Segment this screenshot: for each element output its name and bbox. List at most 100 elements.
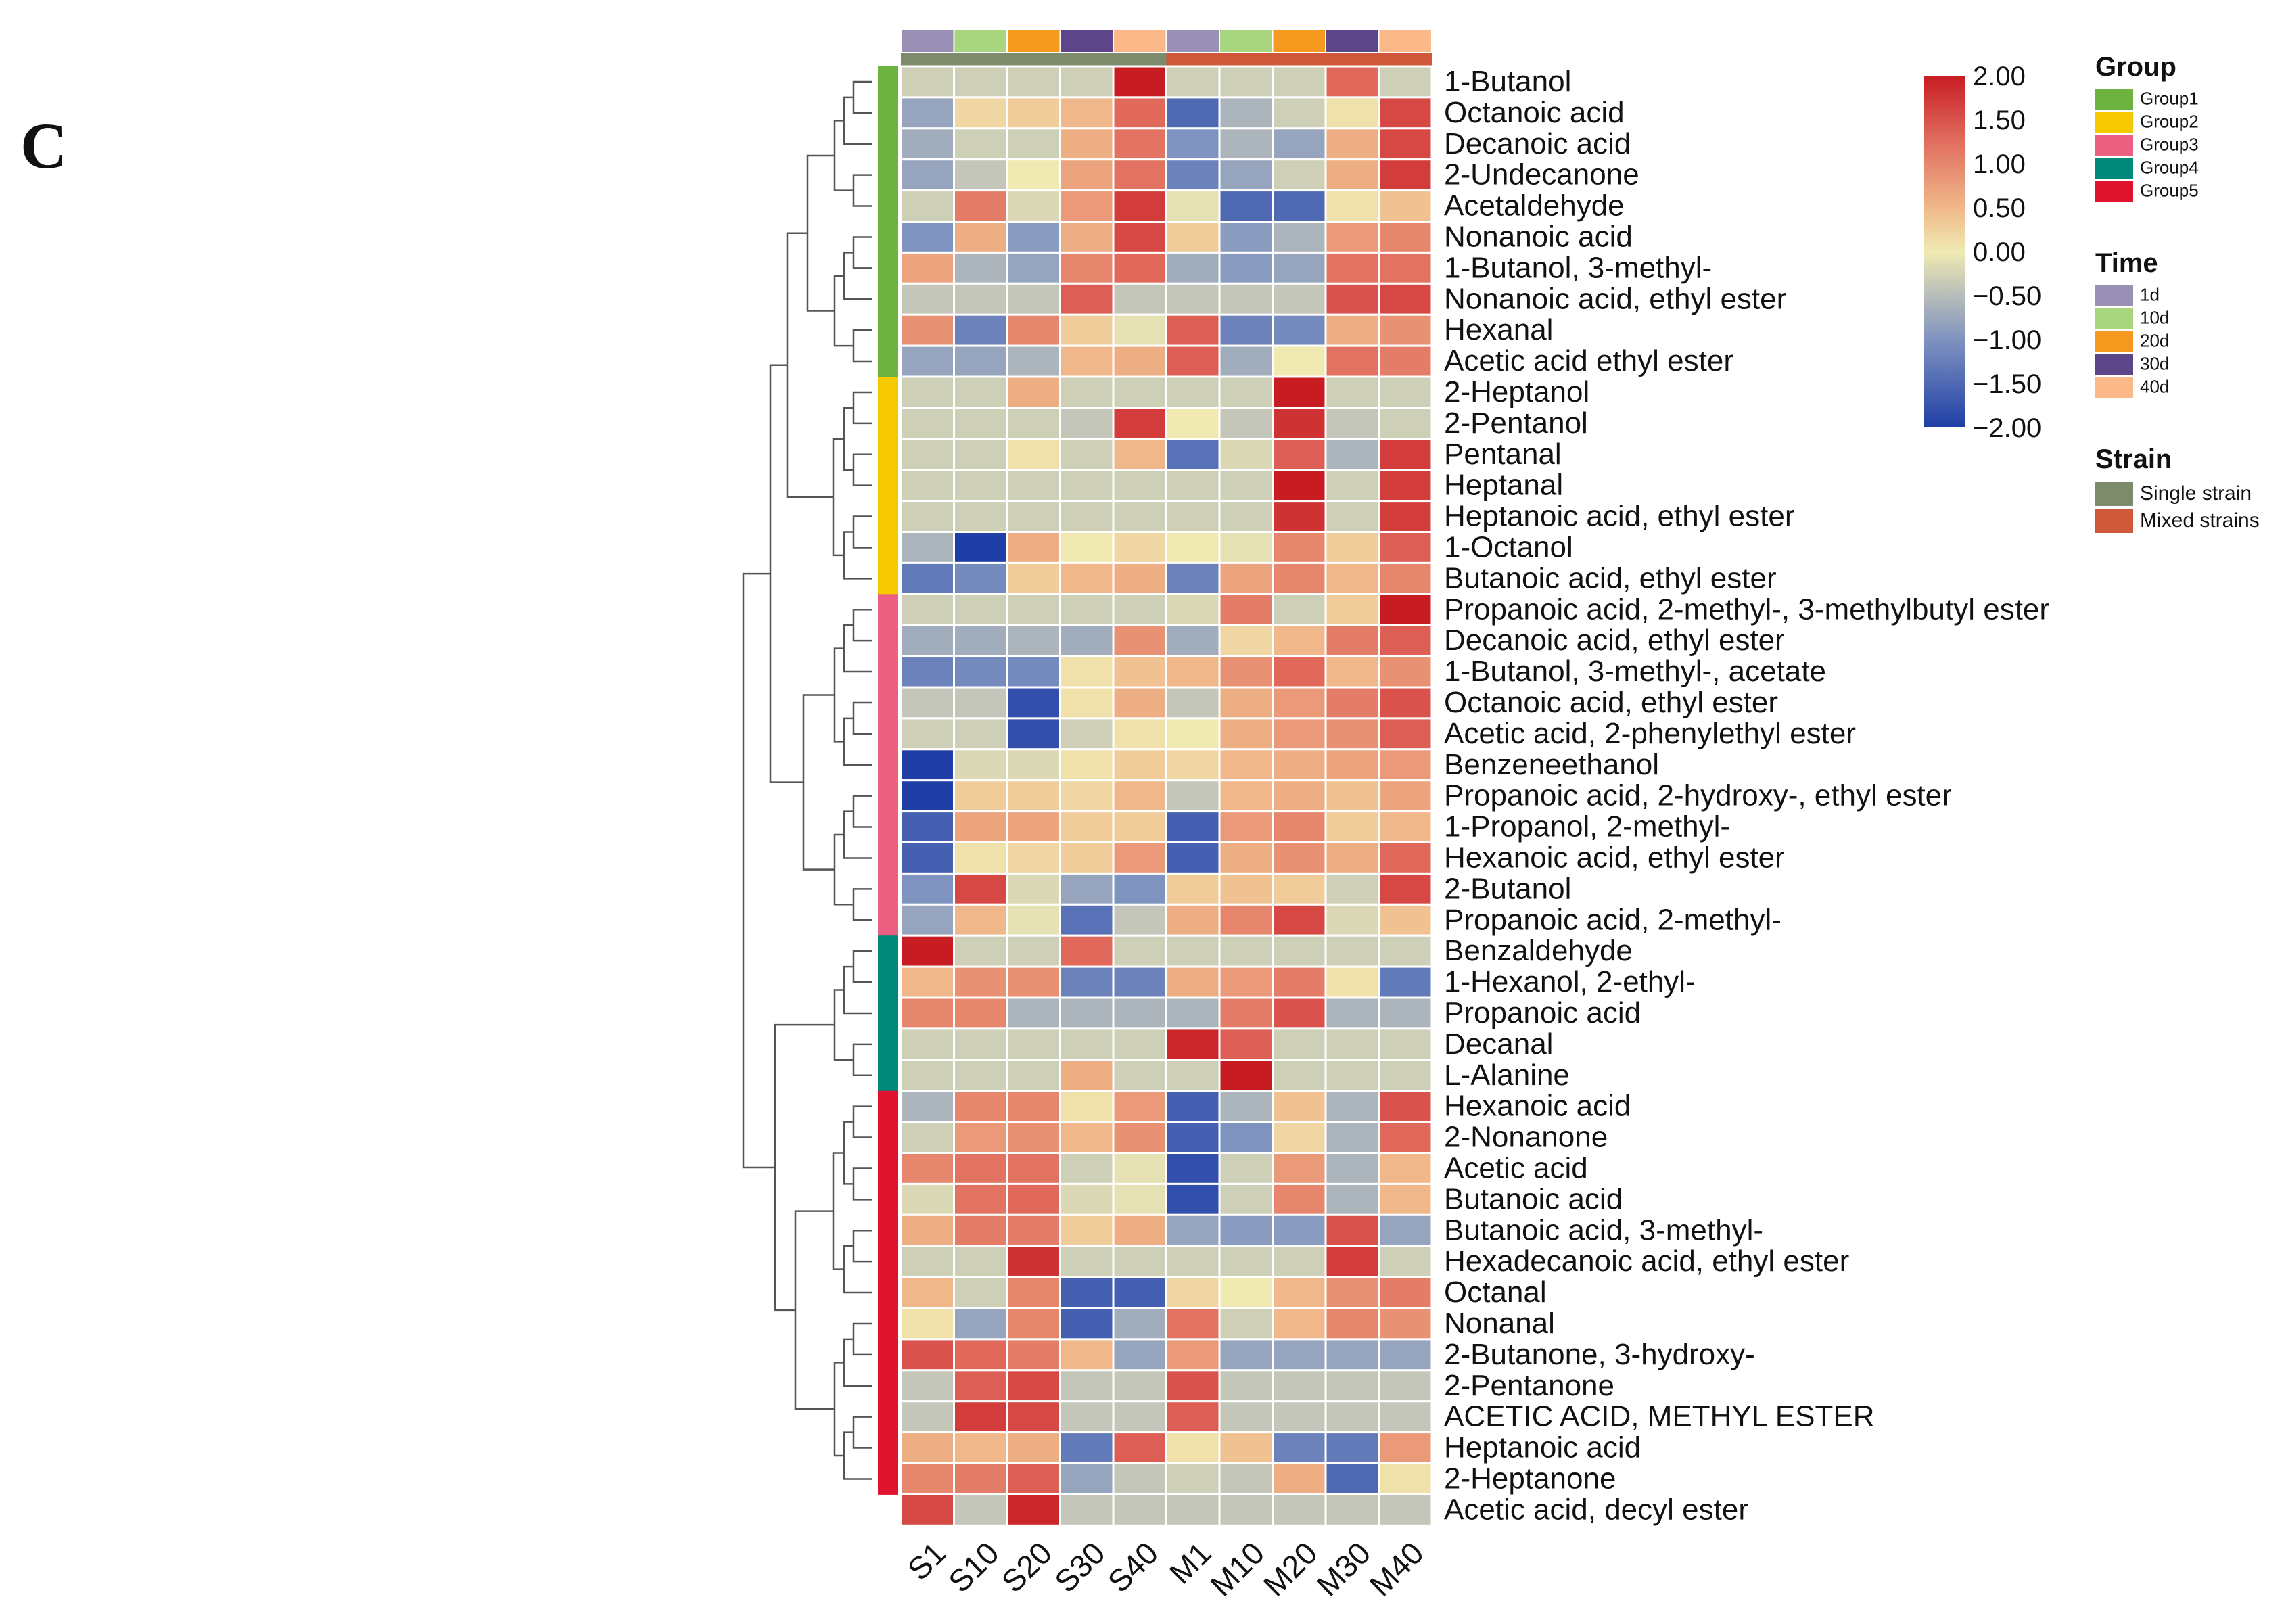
heatmap-cell [1006, 748, 1061, 782]
heatmap-cell [1218, 1400, 1274, 1434]
dendrogram-branch [852, 1416, 872, 1449]
heatmap-cell [1378, 1027, 1433, 1061]
time-annotation-bar [900, 29, 1432, 53]
heatmap-cell [1006, 1400, 1061, 1434]
heatmap-cell [1324, 1213, 1380, 1247]
heatmap-cell [1165, 1027, 1221, 1061]
color-scale-tick: 2.00 [1973, 62, 2026, 91]
heatmap-cell [1059, 965, 1115, 999]
heatmap-cell [900, 313, 955, 347]
heatmap-cell [1059, 903, 1115, 937]
heatmap-cell [1112, 561, 1167, 595]
time-legend-label: 10d [2140, 308, 2169, 328]
heatmap-cell [1378, 65, 1433, 99]
heatmap-cell [953, 1027, 1008, 1061]
row-label: Hexanal [1444, 313, 1553, 346]
heatmap-cell [1378, 779, 1433, 813]
heatmap-cell [1324, 1369, 1380, 1403]
heatmap-cell [1006, 282, 1061, 316]
row-label: 2-Undecanone [1444, 158, 1639, 191]
heatmap-cell [1218, 158, 1274, 192]
heatmap-cell [1165, 748, 1221, 782]
heatmap-cell [953, 996, 1008, 1030]
heatmap-cell [1165, 1090, 1221, 1123]
heatmap-cell [1272, 1027, 1327, 1061]
heatmap-cell [1006, 1121, 1061, 1154]
heatmap-cell [1218, 282, 1274, 316]
group-annotation-cell [878, 407, 898, 440]
heatmap-cell [900, 1182, 955, 1216]
row-label: 1-Octanol [1444, 530, 1573, 563]
heatmap-cell [1272, 531, 1327, 564]
heatmap-cell [953, 127, 1008, 161]
heatmap-cell [900, 65, 955, 99]
heatmap-cell [1059, 1307, 1115, 1341]
heatmap-cell [1059, 221, 1115, 254]
heatmap-cell [1218, 1182, 1274, 1216]
heatmap-cell [1378, 748, 1433, 782]
group-annotation-cell [878, 501, 898, 532]
heatmap-cell [1272, 624, 1327, 657]
heatmap-cell [953, 282, 1008, 316]
heatmap-cell [953, 561, 1008, 595]
heatmap-cell [1112, 1307, 1167, 1341]
heatmap-cell [1324, 748, 1380, 782]
heatmap-cell [1165, 779, 1221, 813]
heatmap-cell [1059, 1152, 1115, 1185]
heatmap-cell [1165, 189, 1221, 223]
heatmap-cell [1272, 1493, 1327, 1527]
heatmap-cell [1378, 189, 1433, 223]
heatmap-cell [1112, 686, 1167, 720]
dendrogram-branch [832, 438, 844, 557]
heatmap-cell [1324, 841, 1380, 875]
color-scale-tick: −2.00 [1973, 413, 2041, 443]
annotation-legends: Group Group1 Group2 Group3 Group4 Group5 Time 1… [2095, 52, 2260, 533]
heatmap-cell [1378, 624, 1433, 657]
heatmap-cell [953, 65, 1008, 99]
group-annotation-cell [878, 625, 898, 657]
group-annotation-cell [878, 128, 898, 160]
color-scale-tick: 0.00 [1973, 237, 2026, 267]
column-label: S10 [941, 1535, 1006, 1600]
heatmap-cell [1165, 158, 1221, 192]
strain-legend-label: Single strain [2140, 482, 2252, 505]
heatmap-cell [1218, 127, 1274, 161]
heatmap-cell [1218, 65, 1274, 99]
group-annotation-cell [878, 1246, 898, 1278]
row-label: Acetic acid ethyl ester [1444, 344, 1733, 377]
time-annotation-cell [1006, 29, 1061, 53]
dendrogram-branch [852, 888, 872, 921]
heatmap-cell [1324, 189, 1380, 223]
heatmap-cell [900, 1059, 955, 1092]
time-annotation-cell [1165, 29, 1220, 53]
column-label: M10 [1203, 1535, 1271, 1603]
heatmap-cell [1272, 65, 1327, 99]
heatmap-cell [1378, 251, 1433, 285]
heatmap-cell [1112, 1493, 1167, 1527]
group-annotation-cell [878, 469, 898, 502]
heatmap-cell [1059, 531, 1115, 564]
heatmap-cell [1006, 965, 1061, 999]
heatmap-cell [953, 158, 1008, 192]
heatmap-cell [1165, 717, 1221, 751]
heatmap-cell [1006, 313, 1061, 347]
row-label: Octanoic acid, ethyl ester [1444, 686, 1778, 719]
heatmap-cell [1112, 593, 1167, 626]
heatmap-cell [1112, 251, 1167, 285]
heatmap-cell [1006, 561, 1061, 595]
heatmap-cell [1272, 593, 1327, 626]
dendrogram-branch [843, 1338, 872, 1387]
heatmap-cell [1378, 810, 1433, 843]
heatmap-cell [1112, 779, 1167, 813]
heatmap-cell [1059, 96, 1115, 130]
row-label: 2-Butanol [1444, 872, 1571, 905]
heatmap-cell [1272, 903, 1327, 937]
group-annotation-bar [878, 66, 898, 1495]
heatmap-cell [1165, 841, 1221, 875]
heatmap-cell [1165, 1431, 1221, 1465]
heatmap-cell [900, 438, 955, 471]
heatmap-cell [953, 531, 1008, 564]
heatmap-cell [1324, 221, 1380, 254]
row-label: 1-Butanol, 3-methyl-, acetate [1444, 655, 1826, 688]
heatmap-cell [1059, 1245, 1115, 1278]
